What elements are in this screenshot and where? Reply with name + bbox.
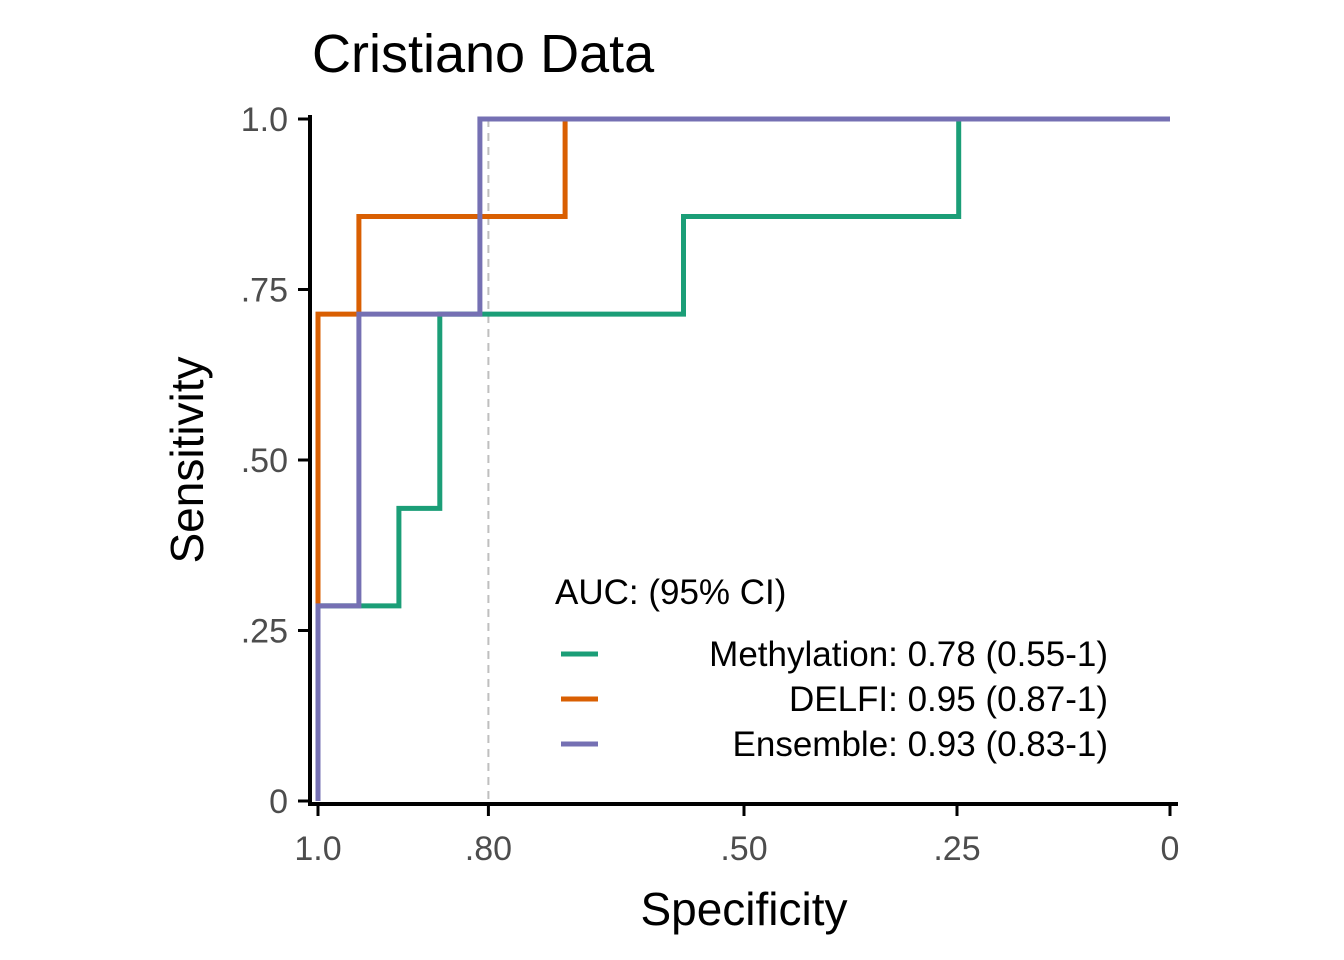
y-tick-label: .75 — [241, 272, 288, 310]
x-tick-label: .50 — [720, 830, 767, 868]
x-axis-title: Specificity — [640, 883, 847, 935]
x-tick-label: 0 — [1161, 830, 1180, 868]
y-tick-label: .50 — [241, 442, 288, 480]
series-line-ensemble — [315, 116, 1170, 801]
legend-label: DELFI: 0.95 (0.87-1) — [789, 680, 1108, 719]
legend-title: AUC: (95% CI) — [555, 573, 786, 612]
axes-layer: 0 .25 .50 .75 1.0 1.0 .80 .50 .25 0 — [241, 101, 1180, 868]
y-tick-label: .25 — [241, 613, 288, 651]
legend-label: Ensemble: 0.93 (0.83-1) — [733, 725, 1108, 764]
series-layer — [315, 116, 1170, 801]
legend-label: Methylation: 0.78 (0.55-1) — [709, 635, 1108, 674]
legend: AUC: (95% CI) Methylation: 0.78 (0.55-1)… — [555, 573, 1108, 764]
y-tick-label: 1.0 — [241, 101, 288, 139]
x-tick-label: 1.0 — [294, 830, 341, 868]
chart-title: Cristiano Data — [312, 24, 655, 84]
y-axis-title: Sensitivity — [161, 356, 213, 563]
y-tick-label: 0 — [269, 783, 288, 821]
x-tick-label: .25 — [933, 830, 980, 868]
x-tick-label: .80 — [465, 830, 512, 868]
